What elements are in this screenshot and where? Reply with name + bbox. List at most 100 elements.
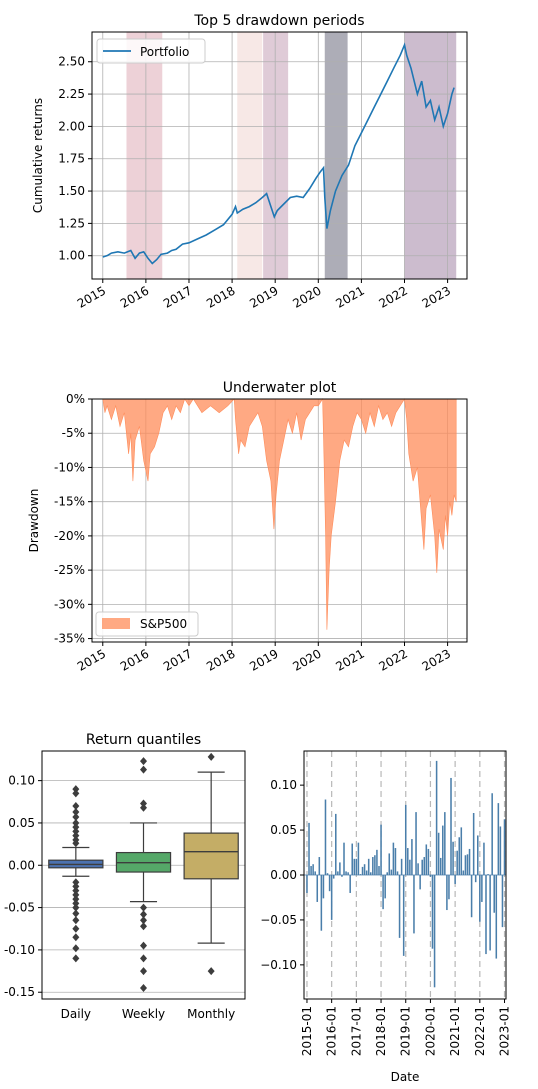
drawdown-title: Top 5 drawdown periods bbox=[193, 13, 364, 29]
monthly-xtick-label: 2021-01 bbox=[448, 1006, 462, 1056]
box-outlier bbox=[72, 878, 80, 887]
monthly-return-bar bbox=[357, 842, 360, 875]
monthly-return-bar bbox=[409, 859, 411, 875]
underwater-xtick-label: 2020 bbox=[290, 646, 323, 673]
legend-area-swatch bbox=[102, 618, 130, 629]
monthly-return-bar bbox=[477, 835, 479, 875]
box-outlier bbox=[72, 818, 80, 827]
monthly-return-bar bbox=[324, 799, 327, 875]
monthly-xtick-label: 2023-01 bbox=[498, 1006, 512, 1056]
monthly-return-bar bbox=[332, 875, 335, 879]
box-weekly bbox=[115, 757, 172, 992]
monthly-return-bar bbox=[501, 875, 504, 928]
drawdown-period-band bbox=[237, 32, 263, 279]
monthly-return-bar bbox=[487, 874, 489, 875]
monthly-return-bar bbox=[359, 874, 362, 875]
monthly-return-bar bbox=[312, 864, 314, 875]
monthly-return-bar bbox=[470, 875, 473, 918]
monthly-return-bar bbox=[376, 849, 378, 875]
monthly-xtick-label: 2016-01 bbox=[325, 1006, 339, 1056]
drawdown-xtick-label: 2019 bbox=[247, 283, 280, 310]
underwater-ytick-label: 0% bbox=[66, 392, 85, 406]
box-outlier bbox=[72, 827, 80, 836]
monthly-return-bar bbox=[318, 857, 321, 875]
monthly-ytick-label: 0.10 bbox=[270, 778, 297, 792]
monthly-return-bar bbox=[361, 866, 364, 875]
monthly-return-bar bbox=[503, 819, 506, 875]
monthly-return-bar bbox=[374, 855, 376, 875]
monthly-return-bar bbox=[483, 842, 485, 875]
monthly-return-bar bbox=[341, 875, 343, 877]
box-outlier bbox=[72, 882, 80, 891]
drawdown-xtick-label: 2018 bbox=[204, 283, 237, 310]
box-outlier bbox=[207, 967, 215, 976]
monthly-return-bar bbox=[308, 822, 310, 875]
quantiles-ytick-label: -0.05 bbox=[4, 901, 35, 915]
monthly-return-bar bbox=[433, 875, 436, 988]
box-outlier bbox=[72, 909, 80, 918]
quantiles-ytick-label: 0.05 bbox=[8, 816, 35, 830]
monthly-return-bar bbox=[388, 853, 391, 875]
monthly-return-bar bbox=[355, 858, 358, 875]
box-outlier bbox=[72, 831, 80, 840]
drawdown-period-band bbox=[324, 32, 348, 279]
monthly-return-bar bbox=[479, 875, 481, 922]
monthly-return-bar bbox=[497, 803, 500, 875]
monthly-return-bar bbox=[413, 875, 415, 934]
monthly-return-bar bbox=[425, 844, 428, 875]
box-daily bbox=[48, 785, 104, 963]
monthly-xtick-label: 2018-01 bbox=[374, 1006, 388, 1056]
underwater-ylabel: Drawdown bbox=[27, 489, 41, 553]
box-outlier bbox=[72, 890, 80, 899]
quantiles-ytick-label: -0.10 bbox=[4, 943, 35, 957]
monthly-return-bar bbox=[310, 866, 312, 875]
underwater-xtick-label: 2016 bbox=[118, 646, 151, 673]
drawdown-period-band bbox=[263, 32, 289, 279]
monthly-frame bbox=[303, 750, 507, 1000]
monthly-ytick-label: −0.10 bbox=[260, 958, 297, 972]
monthly-return-bar bbox=[330, 875, 333, 920]
monthly-return-bar bbox=[491, 793, 493, 875]
underwater-ytick-label: -10% bbox=[54, 460, 85, 474]
drawdown-ytick-label: 2.25 bbox=[58, 87, 85, 101]
monthly-xtick-label: 2022-01 bbox=[473, 1006, 487, 1056]
quantiles-category-label: Weekly bbox=[122, 1007, 165, 1021]
monthly-return-bar bbox=[448, 875, 450, 900]
drawdown-frame bbox=[91, 31, 468, 280]
monthly-return-bar bbox=[314, 871, 316, 875]
quantiles-ytick-label: 0.10 bbox=[8, 774, 35, 788]
underwater-xtick-label: 2017 bbox=[161, 646, 194, 673]
monthly-return-bar bbox=[423, 857, 426, 875]
monthly-return-bar bbox=[394, 848, 397, 875]
box-outlier bbox=[140, 922, 147, 931]
drawdown-xtick-label: 2021 bbox=[333, 283, 366, 310]
underwater-ytick-label: -15% bbox=[54, 495, 85, 509]
drawdown-legend: Portfolio bbox=[96, 38, 206, 64]
monthly-return-bar bbox=[322, 875, 325, 899]
monthly-return-bar bbox=[456, 850, 458, 875]
monthly-ytick-label: −0.05 bbox=[260, 913, 297, 927]
underwater-title: Underwater plot bbox=[223, 380, 337, 396]
monthly-return-bar bbox=[400, 858, 403, 875]
box-outlier bbox=[72, 789, 80, 798]
monthly-return-bar bbox=[396, 871, 399, 875]
monthly-return-bar bbox=[378, 866, 380, 875]
monthly-return-bar bbox=[411, 839, 413, 875]
monthly-return-bar bbox=[380, 824, 382, 875]
monthly-return-bar bbox=[431, 875, 434, 949]
box-outlier bbox=[72, 802, 80, 811]
underwater-xtick-label: 2023 bbox=[420, 646, 453, 673]
monthly-return-bar bbox=[435, 760, 438, 875]
monthly-return-bar bbox=[407, 848, 409, 875]
underwater-xtick-label: 2019 bbox=[247, 646, 280, 673]
box-outlier bbox=[72, 886, 80, 895]
box-monthly bbox=[183, 752, 239, 976]
monthly-return-bar bbox=[363, 864, 366, 875]
box-outlier bbox=[72, 944, 80, 953]
monthly-return-bar bbox=[429, 875, 432, 877]
quantiles-ytick-label: 0.00 bbox=[8, 858, 35, 872]
monthly-return-bar bbox=[367, 858, 370, 875]
chart-top-drawdowns: Top 5 drawdown periods 1.00 1.25 1.50 1.75 2.… bbox=[31, 13, 468, 311]
drawdown-xtick-label: 2020 bbox=[290, 283, 323, 310]
